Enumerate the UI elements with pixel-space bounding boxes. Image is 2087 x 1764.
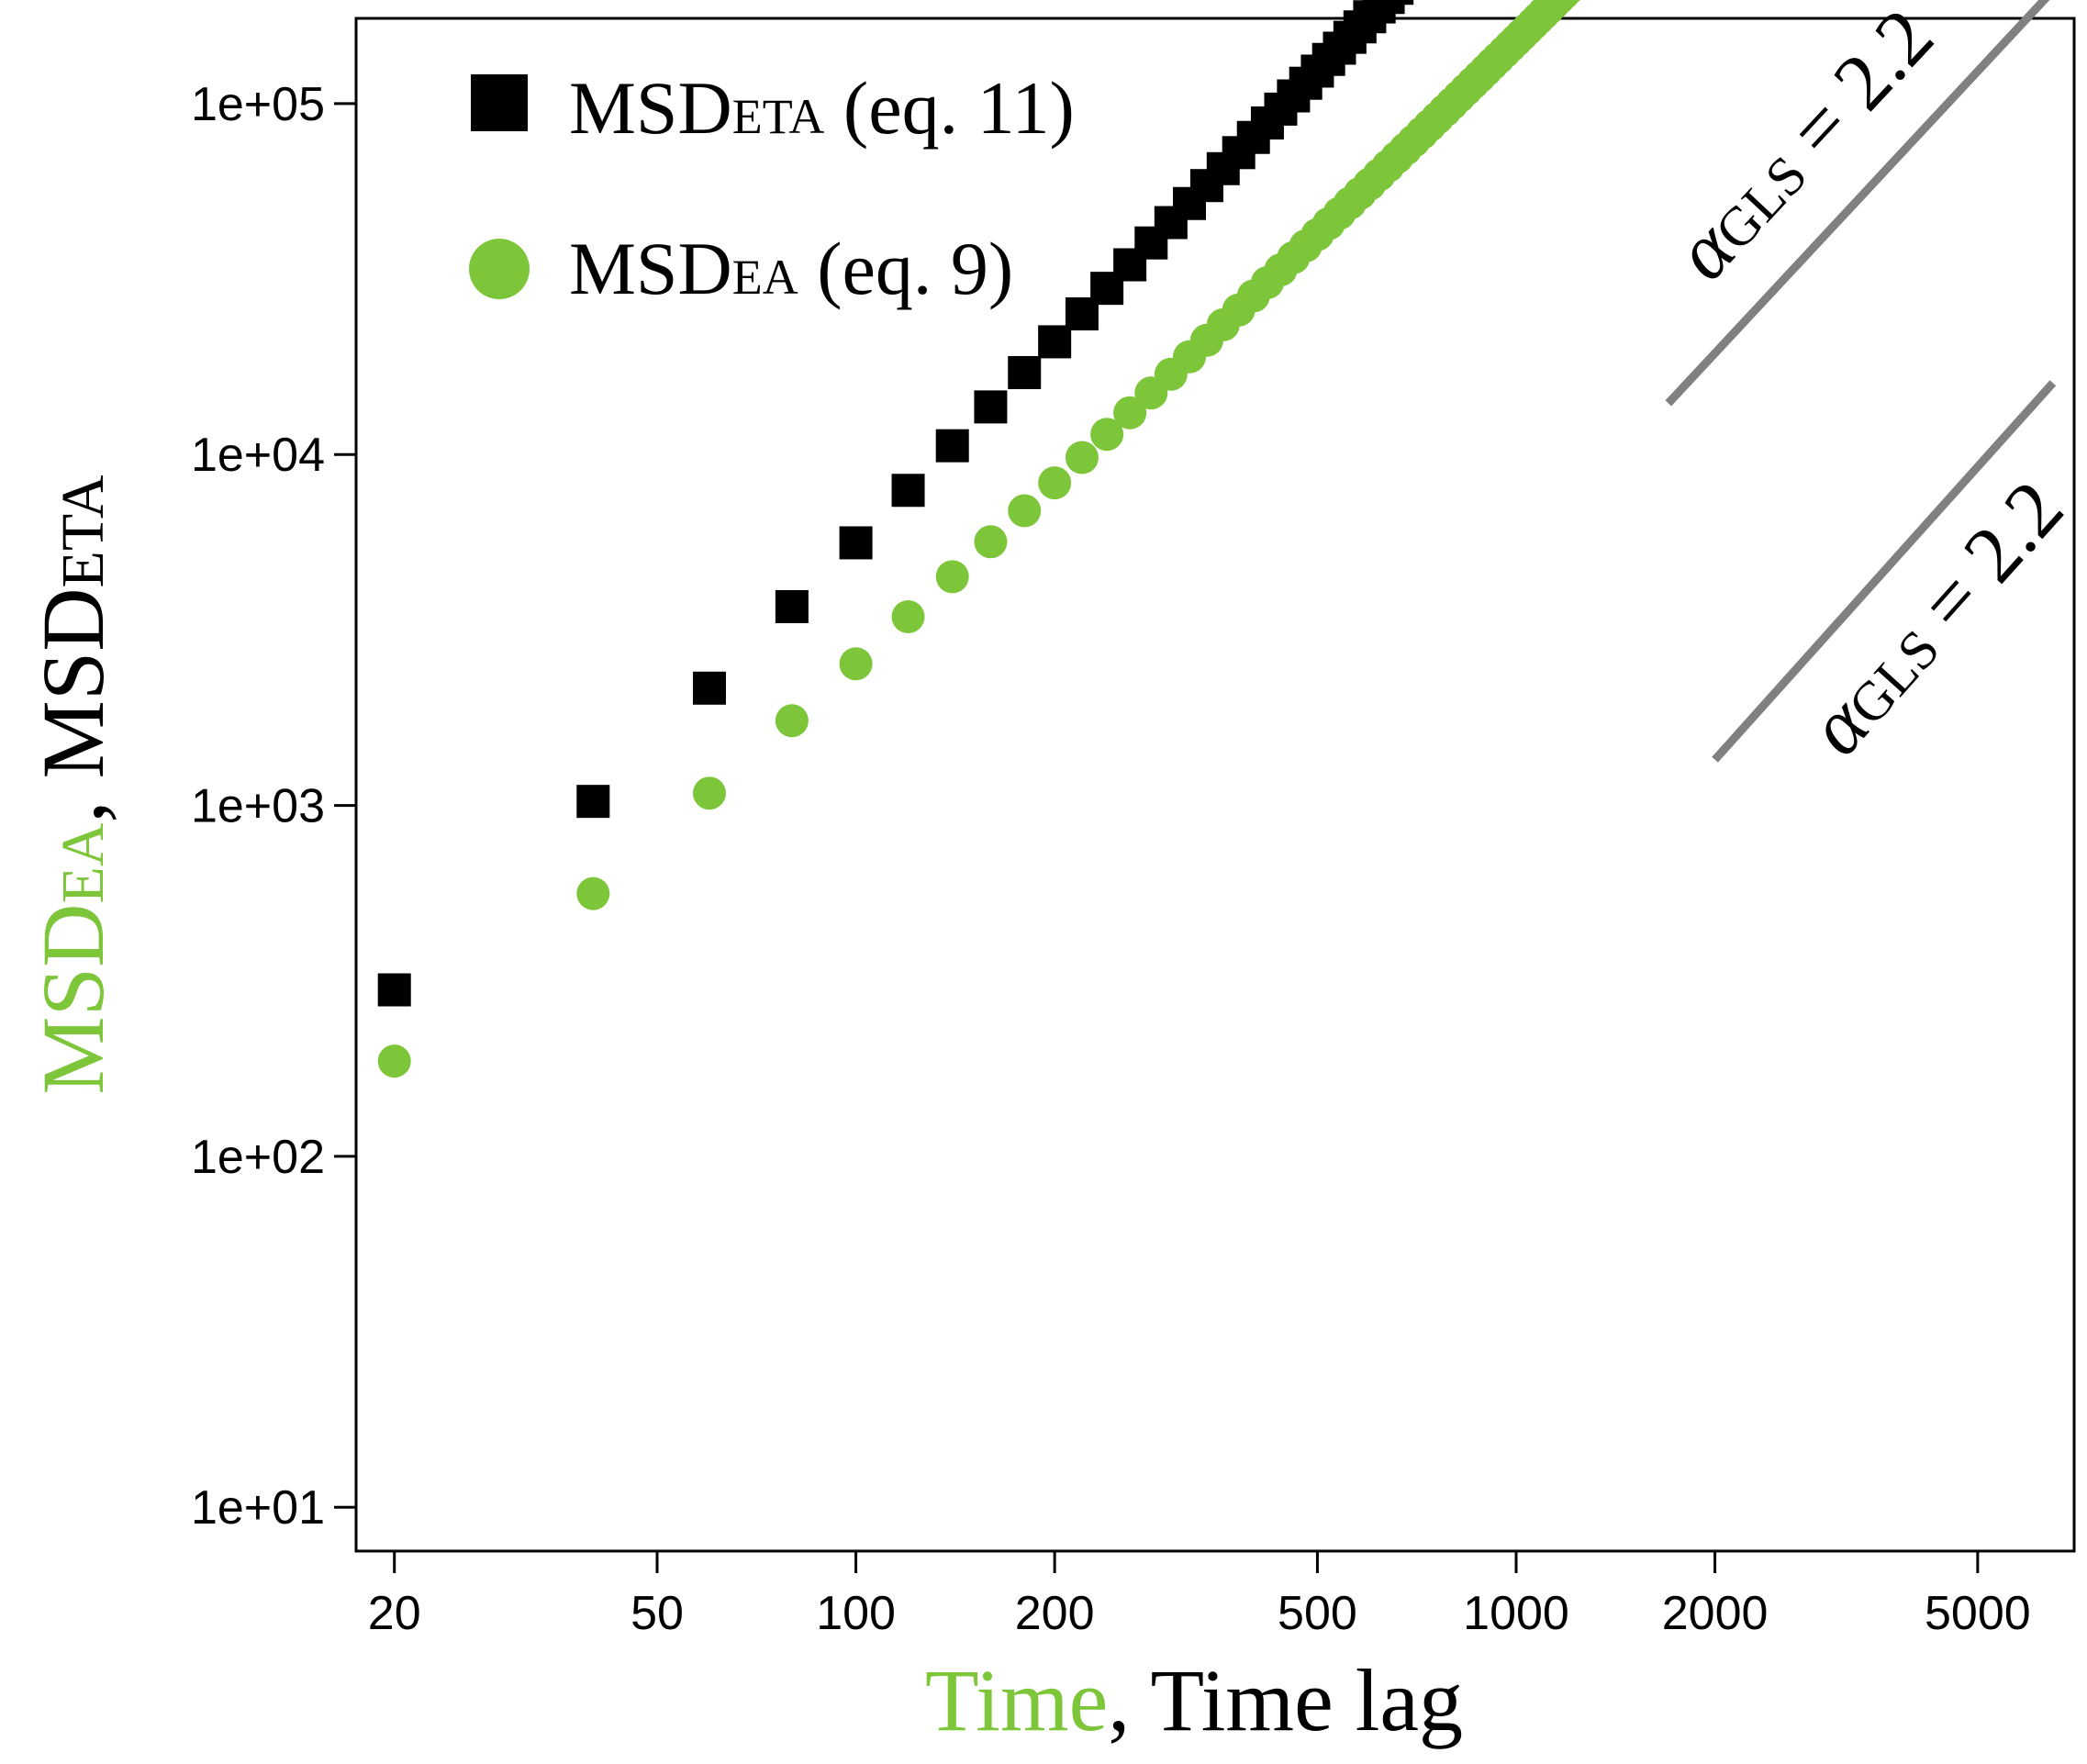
data-point	[576, 785, 610, 819]
data-point	[1008, 494, 1042, 528]
data-point	[1038, 466, 1072, 500]
x-tick-label: 100	[816, 1587, 896, 1640]
data-point	[891, 474, 925, 508]
y-tick-label: 1e+04	[191, 429, 325, 482]
y-axis-label: MSDEA, MSDETA	[24, 474, 122, 1094]
data-point	[935, 560, 969, 594]
y-tick-label: 1e+05	[191, 78, 325, 131]
series-msd-eta	[377, 0, 1414, 1007]
data-point	[692, 671, 726, 705]
x-tick-label: 500	[1278, 1587, 1357, 1640]
x-tick-label: 50	[631, 1587, 684, 1640]
legend-marker-square	[471, 74, 528, 131]
data-point	[1113, 396, 1147, 430]
legend-sub: ETA	[732, 89, 825, 144]
y-tick-label: 1e+02	[191, 1131, 325, 1184]
data-point	[1038, 325, 1072, 359]
data-point	[1008, 355, 1042, 389]
x-tick-label: 2000	[1662, 1587, 1769, 1640]
legend-label: MSDETA (eq. 11)	[569, 66, 1075, 150]
legend-label: MSDEA (eq. 9)	[569, 227, 1013, 310]
y-axis: 1e+01 1e+02 1e+03 1e+04 1e+05	[191, 78, 356, 1535]
data-point	[377, 973, 411, 1007]
legend-suffix: (eq. 11)	[824, 66, 1074, 150]
legend-main: MSD	[569, 66, 732, 150]
data-point	[576, 876, 610, 910]
x-tick-label: 5000	[1925, 1587, 2031, 1640]
legend-sub: EA	[732, 250, 798, 305]
data-point	[1065, 441, 1099, 474]
data-point	[1556, 0, 1580, 6]
legend-marker-circle	[469, 239, 530, 299]
x-tick-label: 1000	[1463, 1587, 1569, 1640]
x-tick-label: 200	[1015, 1587, 1095, 1640]
slope-guide-line	[1665, 0, 2050, 407]
x-tick-label: 20	[368, 1587, 421, 1640]
data-point	[775, 704, 809, 738]
x-axis-label: Time, Time lag	[925, 1651, 1463, 1749]
y-tick-label: 1e+01	[191, 1481, 325, 1535]
legend-main: MSD	[569, 227, 732, 310]
data-point	[974, 525, 1008, 559]
data-point	[1090, 418, 1124, 452]
data-point	[935, 429, 969, 463]
x-axis: 20 50 100 200 500 1000 2000 5000	[368, 1551, 2031, 1640]
data-point	[377, 1044, 411, 1078]
data-point	[839, 526, 873, 560]
legend-suffix: (eq. 9)	[798, 227, 1014, 310]
plot-frame	[354, 17, 2076, 1553]
data-point	[974, 390, 1008, 424]
data-point	[775, 589, 809, 623]
legend: MSDETA (eq. 11)MSDEA (eq. 9)	[469, 66, 1075, 310]
data-point	[1380, 0, 1414, 6]
data-point	[891, 600, 925, 634]
data-point	[692, 776, 726, 810]
slope-guide-line	[1712, 380, 2057, 763]
series-msd-ea	[377, 0, 1580, 1078]
data-point	[839, 647, 873, 681]
y-tick-label: 1e+03	[191, 780, 325, 833]
